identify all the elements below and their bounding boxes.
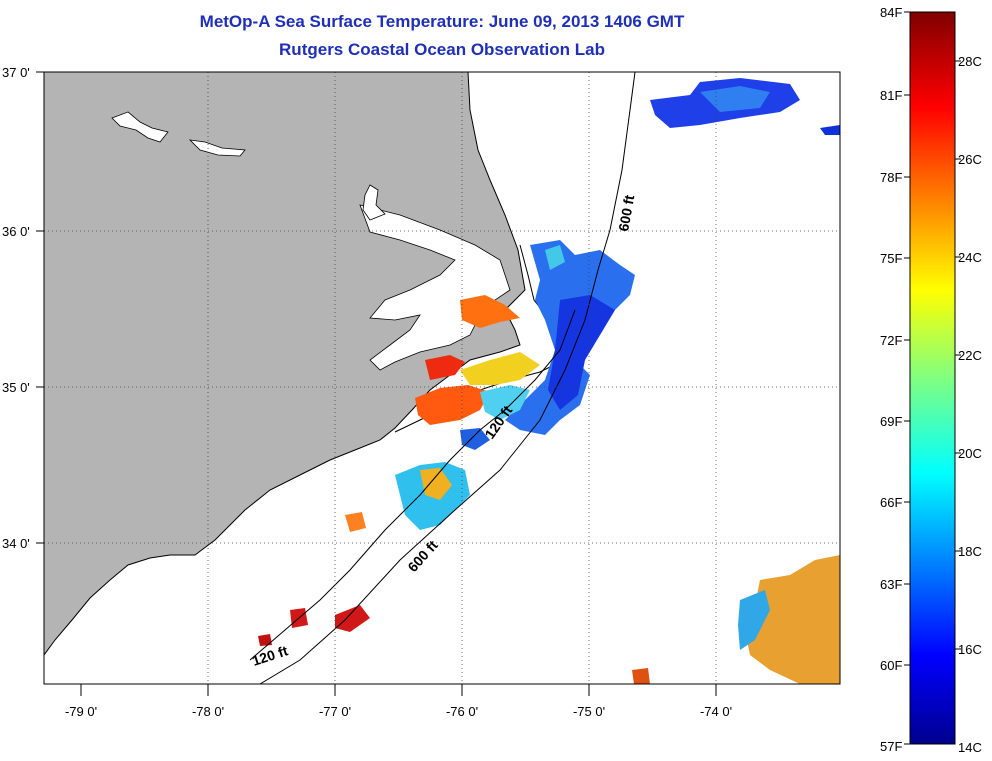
colorbar-c-label: 28C <box>958 54 982 69</box>
colorbar <box>909 11 956 745</box>
colorbar-c-label: 14C <box>958 740 982 755</box>
pamlico-sound <box>359 204 511 371</box>
colorbar-f-label: 60F <box>880 658 902 673</box>
colorbar-c-label: 26C <box>958 152 982 167</box>
lat-label: 37 0' <box>2 65 30 80</box>
colorbar-c-label: 18C <box>958 544 982 559</box>
lon-label: -77 0' <box>319 704 351 719</box>
colorbar-f-label: 72F <box>880 333 902 348</box>
lon-label: -76 0' <box>446 704 478 719</box>
colorbar-f-label: 63F <box>880 577 902 592</box>
sst-patches <box>258 78 840 684</box>
lat-label: 36 0' <box>2 224 30 239</box>
colorbar-f-label: 75F <box>880 251 902 266</box>
isobath-label-600-north: 600 ft <box>615 193 637 232</box>
colorbar-f-label: 57F <box>880 739 902 754</box>
lon-label: -75 0' <box>573 704 605 719</box>
colorbar-c-label: 24C <box>958 250 982 265</box>
lon-label: -79 0' <box>65 704 97 719</box>
colorbar-c-label: 16C <box>958 642 982 657</box>
colorbar-c-label: 22C <box>958 348 982 363</box>
albemarle-sound <box>362 184 386 221</box>
axis-ticks <box>36 71 717 696</box>
isobath-600ft <box>259 72 636 684</box>
inland-lake-1 <box>111 111 169 143</box>
colorbar-f-label: 66F <box>880 495 902 510</box>
inland-lake-2 <box>188 139 246 157</box>
colorbar-f-label: 84F <box>880 5 902 20</box>
colorbar-f-label: 69F <box>880 414 902 429</box>
graticule <box>44 72 840 684</box>
lat-label: 35 0' <box>2 380 30 395</box>
colorbar-c-label: 20C <box>958 446 982 461</box>
colorbar-ticks <box>904 11 961 745</box>
map-border <box>43 71 841 685</box>
lon-label: -74 0' <box>700 704 732 719</box>
lon-label: -78 0' <box>192 704 224 719</box>
lat-label: 34 0' <box>2 536 30 551</box>
isobath-120ft <box>249 309 576 661</box>
colorbar-f-label: 81F <box>880 88 902 103</box>
map-subtitle: Rutgers Coastal Ocean Observation Lab <box>279 40 605 59</box>
map-title: MetOp-A Sea Surface Temperature: June 09… <box>199 12 685 31</box>
colorbar-f-label: 78F <box>880 170 902 185</box>
